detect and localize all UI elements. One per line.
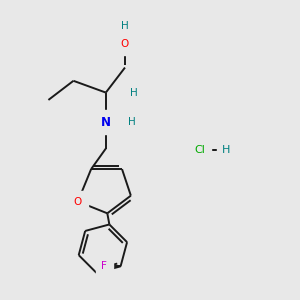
Text: H: H <box>128 117 136 127</box>
Text: N: N <box>101 116 111 128</box>
Text: F: F <box>101 261 107 271</box>
Text: Cl: Cl <box>195 145 206 155</box>
Text: O: O <box>74 196 82 206</box>
Text: O: O <box>121 39 129 49</box>
Text: H: H <box>130 88 138 98</box>
Text: H: H <box>121 21 129 31</box>
Text: H: H <box>222 145 231 155</box>
